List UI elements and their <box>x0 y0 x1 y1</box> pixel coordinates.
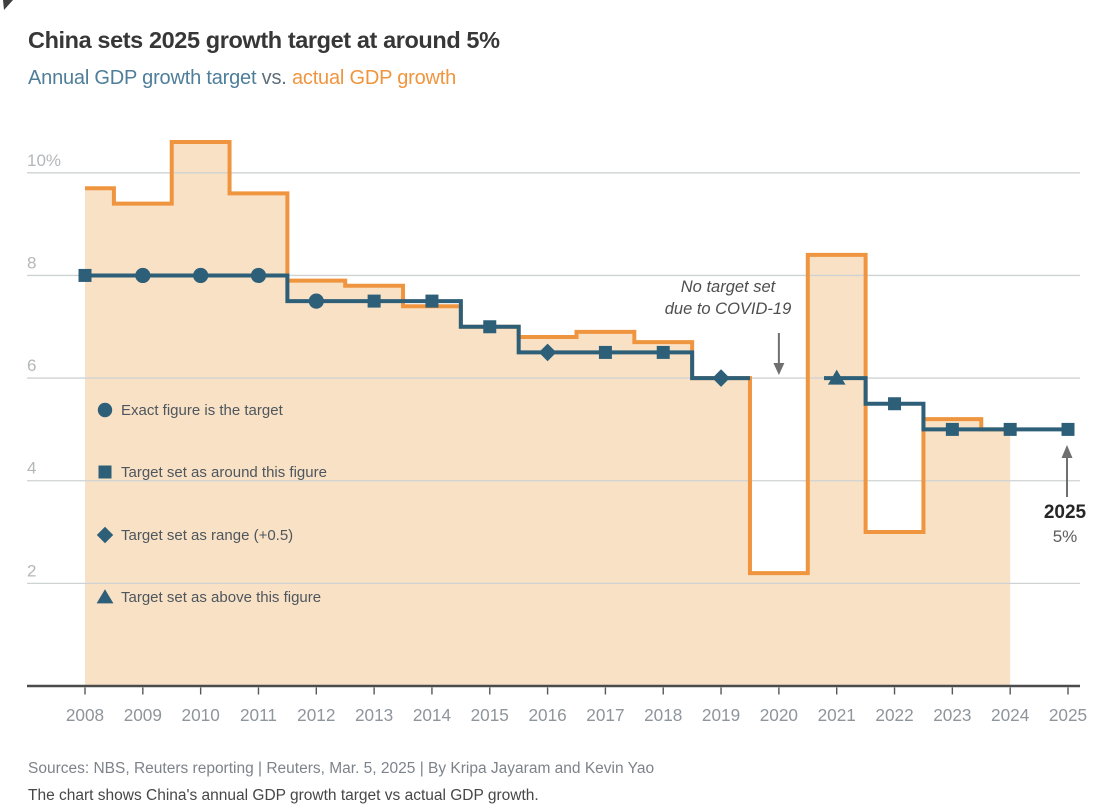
target-marker-2018 <box>656 345 670 359</box>
x-axis-label-2024: 2024 <box>991 705 1030 725</box>
latest-annotation-year: 2025 <box>1043 502 1087 523</box>
target-marker-2014 <box>425 294 439 308</box>
covid-annotation-line2: due to COVID-19 <box>664 300 792 318</box>
x-axis-label-2015: 2015 <box>471 705 509 725</box>
y-axis-label-4: 4 <box>27 459 36 478</box>
x-axis-label-2025: 2025 <box>1049 705 1087 725</box>
actual-area <box>85 142 1011 686</box>
x-axis-label-2023: 2023 <box>933 705 971 725</box>
legend-label: Exact figure is the target <box>121 401 283 419</box>
x-axis-label-2016: 2016 <box>528 705 566 725</box>
legend-label: Target set as above this figure <box>121 588 322 606</box>
target-marker-2011 <box>250 267 267 284</box>
latest-annotation-value: 5% <box>1052 527 1078 546</box>
triangle-legend-icon <box>96 589 114 604</box>
target-marker-2008 <box>78 268 92 282</box>
legend-label: Target set as range (+0.5) <box>121 526 294 544</box>
x-axis-label-2014: 2014 <box>413 705 452 725</box>
diamond-legend-icon <box>96 526 114 544</box>
target-marker-2012 <box>308 293 324 309</box>
note-line: The chart shows China's annual GDP growt… <box>28 787 539 804</box>
subtitle-actual-part: actual GDP growth <box>291 67 457 89</box>
covid-annotation-line1: No target set <box>680 278 776 296</box>
target-marker-2013 <box>367 294 381 308</box>
target-marker-2009 <box>135 267 151 284</box>
latest-annotation: 2025 5% <box>1015 501 1093 549</box>
x-axis-label-2009: 2009 <box>124 705 162 725</box>
target-marker-2019 <box>712 369 730 387</box>
x-axis-label-2021: 2021 <box>818 705 856 725</box>
x-axis-label-2019: 2019 <box>702 705 740 725</box>
x-axis-label-2017: 2017 <box>586 705 624 725</box>
target-marker-2015 <box>483 320 497 334</box>
y-axis-label-8: 8 <box>27 253 36 272</box>
circle-legend-icon <box>97 402 113 418</box>
target-marker-2022 <box>888 397 902 411</box>
x-axis-label-2012: 2012 <box>297 705 335 725</box>
legend-label: Target set as around this figure <box>121 463 327 481</box>
y-axis-label-2: 2 <box>27 561 36 580</box>
subtitle-target-part: Annual GDP growth target <box>28 67 257 89</box>
corner-artifact-icon <box>3 0 13 10</box>
target-line <box>85 273 750 381</box>
target-marker-2021 <box>827 369 846 385</box>
chart-subtitle: Annual GDP growth target vs. actual GDP … <box>28 67 456 90</box>
y-axis-label-10: 10% <box>27 151 61 170</box>
x-axis-label-2022: 2022 <box>875 705 913 725</box>
target-line <box>823 376 1068 432</box>
subtitle-vs-part: vs. <box>256 67 292 89</box>
legend-item-square: Target set as around this figure <box>96 463 327 481</box>
target-marker-2024 <box>1003 422 1017 436</box>
y-axis-label-6: 6 <box>27 356 36 375</box>
sources-line: Sources: NBS, Reuters reporting | Reuter… <box>28 760 655 777</box>
x-axis-label-2020: 2020 <box>760 705 798 725</box>
target-marker-2016 <box>538 343 557 362</box>
chart-title: China sets 2025 growth target at around … <box>28 27 500 53</box>
target-marker-2017 <box>598 345 612 359</box>
x-axis-label-2010: 2010 <box>182 705 220 725</box>
legend-item-triangle: Target set as above this figure <box>96 588 321 606</box>
covid-arrow-head <box>773 363 785 375</box>
legend-item-circle: Exact figure is the target <box>96 401 283 419</box>
target-marker-2023 <box>945 422 959 436</box>
x-axis-label-2008: 2008 <box>66 705 104 725</box>
x-axis-label-2013: 2013 <box>355 705 393 725</box>
square-legend-icon <box>98 465 112 479</box>
x-axis-label-2011: 2011 <box>240 705 277 725</box>
legend-item-diamond: Target set as range (+0.5) <box>96 526 293 544</box>
target-marker-2025 <box>1061 422 1075 436</box>
latest-arrow-head <box>1061 445 1073 458</box>
covid-annotation: No target set due to COVID-19 <box>626 276 830 320</box>
x-axis-label-2018: 2018 <box>644 705 682 725</box>
target-marker-2010 <box>193 267 209 284</box>
